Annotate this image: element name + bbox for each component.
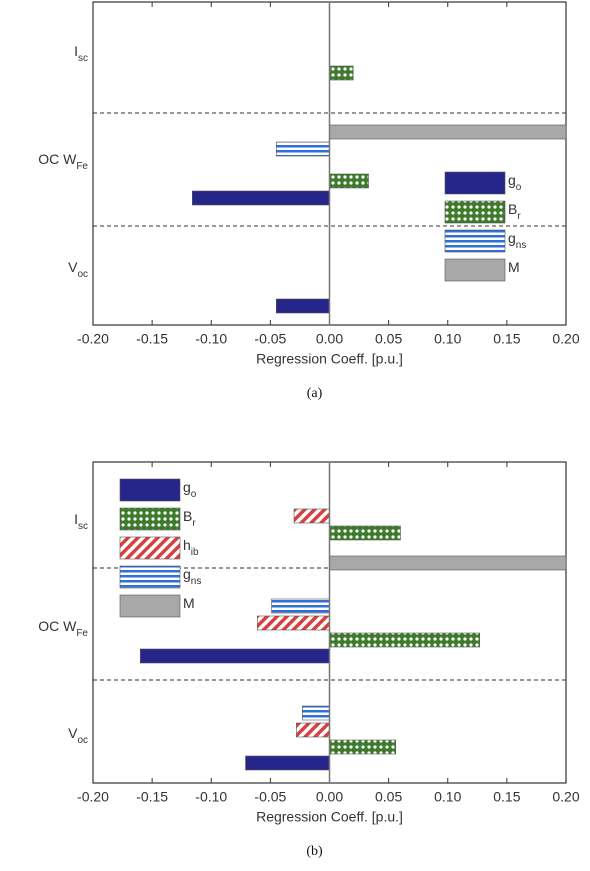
x-tick-label: 0.10 [434, 789, 461, 805]
y-tick-label-sub: Fe [76, 161, 88, 172]
legend-label-sub: ns [191, 576, 202, 587]
legend-label-main: g [183, 566, 191, 582]
y-tick-label-sub: oc [77, 269, 88, 280]
legend-label-main: g [508, 172, 516, 188]
y-tick-label-main: OC W [38, 618, 77, 634]
y-tick-label-main: I [74, 511, 78, 527]
legend-swatch [119, 536, 181, 560]
y-tick-label-sub: Fe [76, 628, 88, 639]
x-tick-label: -0.20 [77, 789, 109, 805]
x-tick-label: -0.10 [195, 789, 227, 805]
y-tick-label: OC WFe [38, 151, 88, 172]
legend-label: gns [183, 566, 201, 587]
legend-label-sub: r [517, 211, 521, 222]
bar [329, 555, 567, 571]
bar [140, 648, 330, 664]
legend-label: go [183, 479, 197, 500]
legend-swatch [119, 478, 181, 502]
y-tick-label-main: OC W [38, 151, 77, 167]
legend-label-main: h [183, 537, 191, 553]
legend-swatch [119, 565, 181, 589]
bar [271, 598, 330, 614]
y-tick-label: Voc [68, 259, 88, 280]
x-axis-title: Regression Coeff. [p.u.] [256, 809, 403, 825]
legend-label: gns [508, 230, 526, 251]
legend-label-sub: r [192, 518, 196, 529]
bar [329, 632, 480, 648]
legend-label-sub: o [191, 489, 197, 500]
bar [275, 141, 330, 157]
legend-label: go [508, 172, 522, 193]
bar [329, 739, 397, 755]
y-tick-label: Isc [74, 511, 88, 532]
bar [245, 755, 330, 771]
legend-label-sub: o [516, 182, 522, 193]
x-tick-label: 0.15 [493, 331, 520, 347]
x-tick-label: -0.15 [136, 789, 168, 805]
x-axis-title: Regression Coeff. [p.u.] [256, 351, 403, 367]
legend-label: M [183, 595, 195, 611]
caption: (a) [307, 386, 323, 401]
legend-label: Br [508, 201, 521, 222]
y-tick-label: Isc [74, 43, 88, 64]
bar [329, 173, 369, 189]
x-tick-label: 0.20 [552, 789, 579, 805]
legend-label-main: g [508, 230, 516, 246]
x-tick-label: -0.05 [254, 789, 286, 805]
x-tick-label: 0.05 [375, 331, 402, 347]
legend-label-main: B [183, 508, 192, 524]
legend-swatch [444, 171, 506, 195]
bar [293, 508, 330, 524]
x-tick-label: 0.20 [552, 331, 579, 347]
legend-swatch [119, 594, 181, 618]
x-tick-label: 0.00 [316, 331, 343, 347]
x-tick-label: -0.05 [254, 331, 286, 347]
bar [329, 124, 567, 140]
legend-label-sub: ib [191, 547, 199, 558]
bar [192, 190, 330, 206]
y-tick-label-sub: sc [78, 521, 88, 532]
legend-swatch [119, 507, 181, 531]
x-tick-label: 0.15 [493, 789, 520, 805]
bar [275, 298, 330, 314]
bar [329, 65, 354, 81]
x-tick-label: -0.15 [136, 331, 168, 347]
legend-label-main: B [508, 201, 517, 217]
x-tick-label: 0.10 [434, 331, 461, 347]
x-tick-label: -0.20 [77, 331, 109, 347]
legend-swatch [444, 258, 506, 282]
legend-label-main: M [183, 595, 195, 611]
bar [296, 722, 330, 738]
bar [302, 705, 330, 721]
y-tick-label: OC WFe [38, 618, 88, 639]
legend-label-main: g [183, 479, 191, 495]
x-tick-label: -0.10 [195, 331, 227, 347]
legend-label: M [508, 259, 520, 275]
legend-label: Br [183, 508, 196, 529]
legend-swatch [444, 229, 506, 253]
caption: (b) [306, 844, 323, 859]
y-tick-label-main: V [68, 259, 78, 275]
legend-label-main: M [508, 259, 520, 275]
y-tick-label-sub: oc [77, 735, 88, 746]
legend-label: hib [183, 537, 199, 558]
x-tick-label: 0.00 [316, 789, 343, 805]
x-tick-label: 0.05 [375, 789, 402, 805]
y-tick-label: Voc [68, 725, 88, 746]
y-tick-label-main: I [74, 43, 78, 59]
y-tick-label-main: V [68, 725, 78, 741]
bar [329, 525, 401, 541]
legend-label-sub: ns [516, 240, 527, 251]
y-tick-label-sub: sc [78, 53, 88, 64]
bar [257, 615, 330, 631]
legend-swatch [444, 200, 506, 224]
